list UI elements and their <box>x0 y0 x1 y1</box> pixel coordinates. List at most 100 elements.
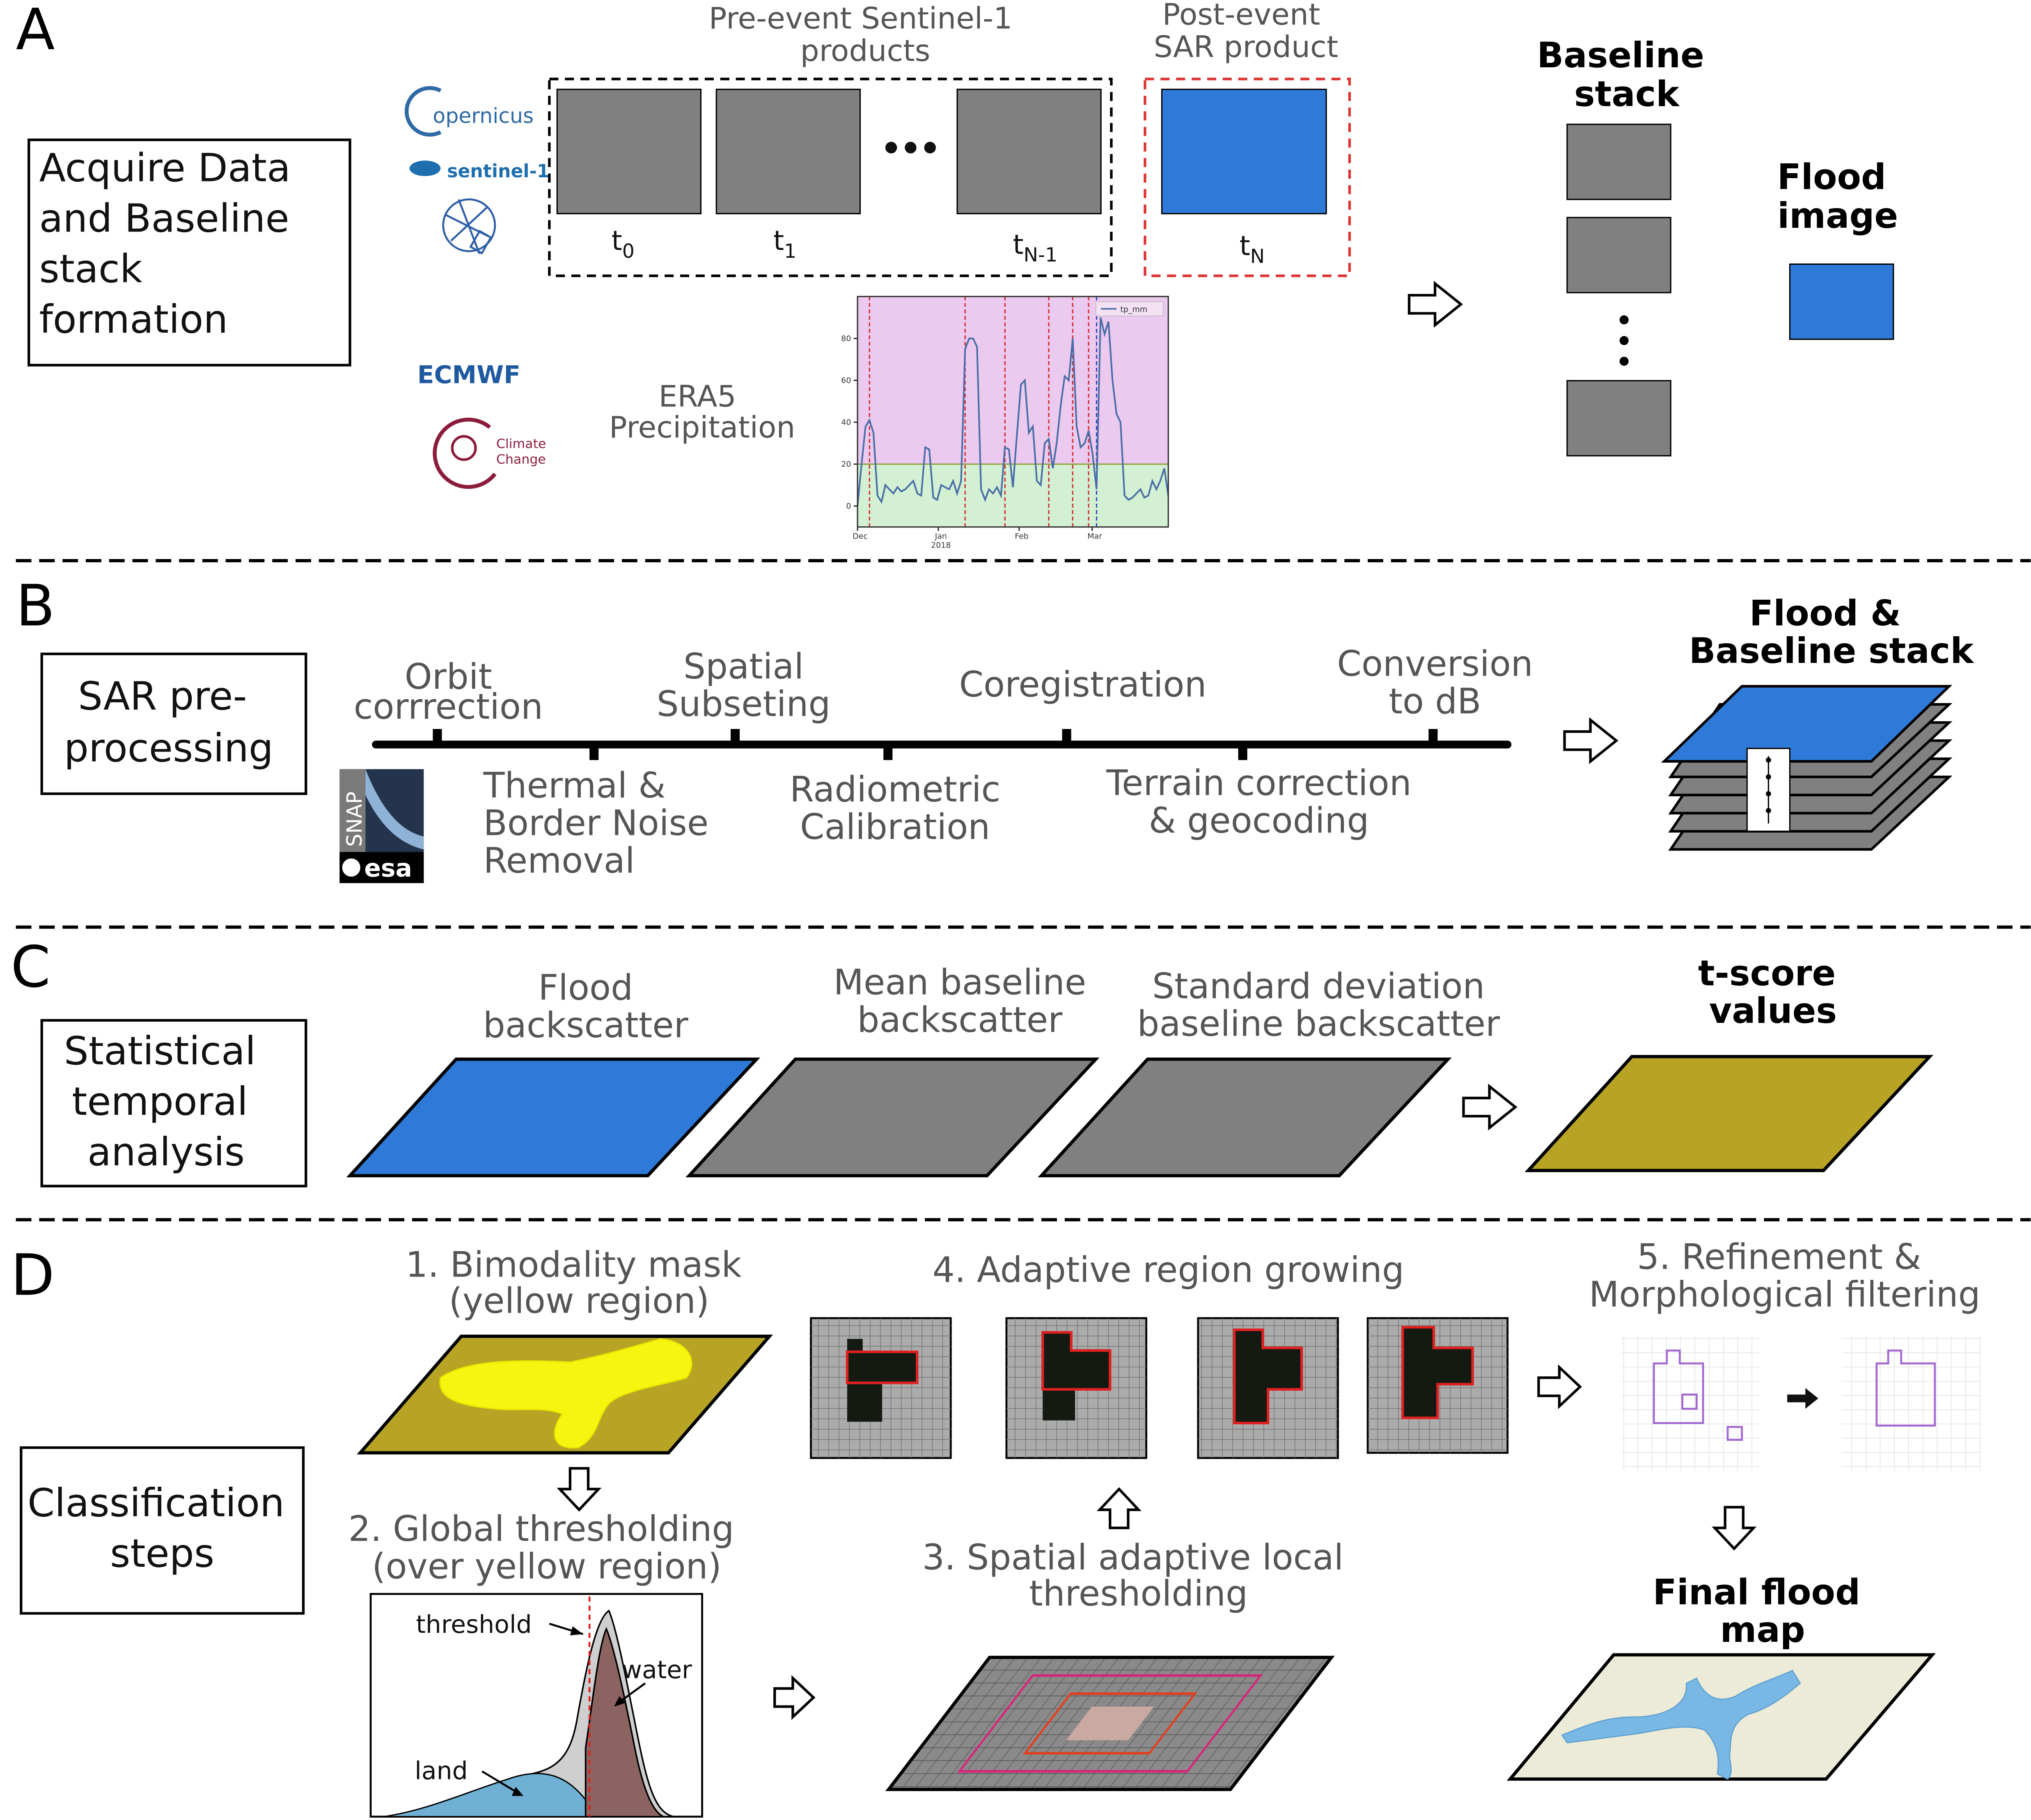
panel-letter-c: C <box>11 934 50 1000</box>
step-thermal-noise-removal: Thermal & Border Noise Removal <box>483 766 708 881</box>
copernicus-logo: opernicus <box>404 86 534 137</box>
refinement-before <box>1621 1336 1759 1471</box>
mean-baseline-layer <box>685 1057 1100 1178</box>
threshold-label: threshold <box>416 1610 532 1639</box>
chart-y-tick-label: 40 <box>841 418 851 427</box>
chart-y-tick-label: 20 <box>841 460 851 469</box>
t-score-layer <box>1524 1055 1934 1172</box>
baseline-stack-image-n <box>1566 380 1671 456</box>
pre-event-product-t1 <box>715 89 861 215</box>
pre-event-label: Pre-event Sentinel-1 products <box>709 1 1022 68</box>
satellite-icon <box>442 198 496 255</box>
step1-label: 1. Bimodality mask (yellow region) <box>406 1245 753 1321</box>
step5-label: 5. Refinement & Morphological filtering <box>1589 1237 1981 1315</box>
svg-text:SNAP: SNAP <box>342 791 367 847</box>
step-coregistration: Coregistration <box>959 665 1207 705</box>
region-growing-step-2 <box>1005 1317 1147 1459</box>
time-label-t1: t1 <box>773 225 796 263</box>
up-arrow-icon <box>1096 1487 1142 1529</box>
chart-x-tick-label: Mar <box>1087 532 1102 541</box>
post-event-product <box>1161 89 1327 215</box>
down-arrow-icon <box>1712 1506 1757 1551</box>
ecmwf-logo: ECMWF <box>417 361 521 390</box>
refinement-after <box>1841 1336 1982 1471</box>
step-spatial-subsetting: Spatial Subseting <box>657 646 831 724</box>
acquire-data-label: Acquire Data and Baseline stack formatio… <box>39 146 303 342</box>
climate-change-icon: Climate Change <box>433 417 546 489</box>
t-score-label: t-score values <box>1698 954 1848 1031</box>
right-arrow-icon <box>1537 1364 1582 1410</box>
chart-y-tick-label: 0 <box>846 502 851 511</box>
step3-label: 3. Spatial adaptive local thresholding <box>922 1537 1355 1614</box>
step-terrain-correction: Terrain correction & geocoding <box>1106 763 1411 841</box>
std-baseline-label: Standard deviation baseline backscatter <box>1137 966 1500 1044</box>
region-growing-step-4 <box>1366 1317 1509 1454</box>
chart-y-tick-label: 80 <box>841 334 851 343</box>
local-thresholding-grid <box>885 1655 1335 1791</box>
flood-image <box>1789 263 1894 340</box>
baseline-stack-label: Baseline stack <box>1537 35 1716 115</box>
era5-label: ERA5 Precipitation <box>609 380 795 445</box>
step-radiometric-calibration: Radiometric Calibration <box>790 770 1001 848</box>
statistical-analysis-box <box>40 1019 307 1187</box>
acquire-data-box <box>28 138 351 367</box>
pre-event-product-t0 <box>556 89 702 215</box>
step2-label: 2. Global thresholding (over yellow regi… <box>348 1509 745 1587</box>
svg-text:ECMWF: ECMWF <box>417 361 521 390</box>
processing-timeline <box>372 729 1512 760</box>
svg-text:esa: esa <box>364 854 412 883</box>
pre-event-product-tn-1 <box>956 89 1102 215</box>
chart-above-threshold-area <box>857 296 1169 464</box>
right-arrow-icon <box>1462 1084 1518 1131</box>
bimodality-mask <box>357 1334 773 1455</box>
ellipsis-dots <box>885 142 936 154</box>
panel-letter-a: A <box>16 0 55 63</box>
classification-steps-box <box>20 1446 305 1615</box>
classification-steps-label: Classification steps <box>28 1481 297 1576</box>
final-flood-map <box>1506 1653 1936 1781</box>
step4-label: 4. Adaptive region growing <box>933 1250 1404 1291</box>
right-arrow-icon <box>1407 281 1463 328</box>
water-label: water <box>622 1655 692 1684</box>
region-growing-step-3 <box>1197 1317 1339 1459</box>
precipitation-chart: 0 20 40 60 80 Dec Jan Feb Mar 2018 tp_mm <box>841 296 1169 550</box>
flood-baseline-stack-layers <box>1661 685 1953 851</box>
time-label-t0: t0 <box>612 225 635 263</box>
pre-event-box <box>548 78 1113 277</box>
panel-letter-b: B <box>16 573 55 639</box>
chart-x-ticks: Dec Jan Feb Mar <box>853 527 1102 541</box>
svg-text:sentinel-1: sentinel-1 <box>447 161 549 182</box>
flood-backscatter-label: Flood backscatter <box>483 967 689 1045</box>
chart-x-tick-label: Jan <box>935 532 947 541</box>
down-arrow-icon <box>557 1467 602 1512</box>
chart-y-ticks: 0 20 40 60 80 <box>841 334 858 511</box>
snap-esa-logo: SNAP esa <box>339 769 424 883</box>
right-arrow-icon <box>773 1675 816 1720</box>
chart-x-tick-label: Dec <box>853 532 868 541</box>
sar-preprocessing-label: SAR pre- processing <box>64 674 273 771</box>
time-label-tn-1: tN-1 <box>1013 229 1058 266</box>
chart-series-tp-mm <box>857 317 1169 506</box>
chart-legend: tp_mm <box>1095 301 1164 316</box>
flood-baseline-stack-label: Flood & Baseline stack <box>1689 594 1975 672</box>
std-baseline-layer <box>1038 1057 1452 1178</box>
chart-x-sublabel: 2018 <box>931 541 951 550</box>
filled-right-arrow-icon <box>1787 1388 1818 1409</box>
chart-frame <box>857 296 1169 528</box>
region-growing-step-1 <box>810 1317 952 1459</box>
land-label: land <box>415 1756 468 1785</box>
post-event-box <box>1144 78 1351 277</box>
chart-y-tick-label: 60 <box>841 376 851 385</box>
sentinel-logo: sentinel-1 <box>409 160 550 182</box>
right-arrow-icon <box>1563 717 1618 764</box>
step-conversion-db: Conversion to dB <box>1337 644 1533 722</box>
post-event-label: Post-event SAR product <box>1154 0 1339 64</box>
final-flood-map-label: Final flood map <box>1653 1572 1873 1650</box>
step-orbit-correction: Orbit corrrection <box>354 657 543 727</box>
flood-backscatter-layer <box>346 1057 761 1178</box>
mean-baseline-label: Mean baseline backscatter <box>833 963 1086 1041</box>
panel-letter-d: D <box>11 1242 55 1309</box>
